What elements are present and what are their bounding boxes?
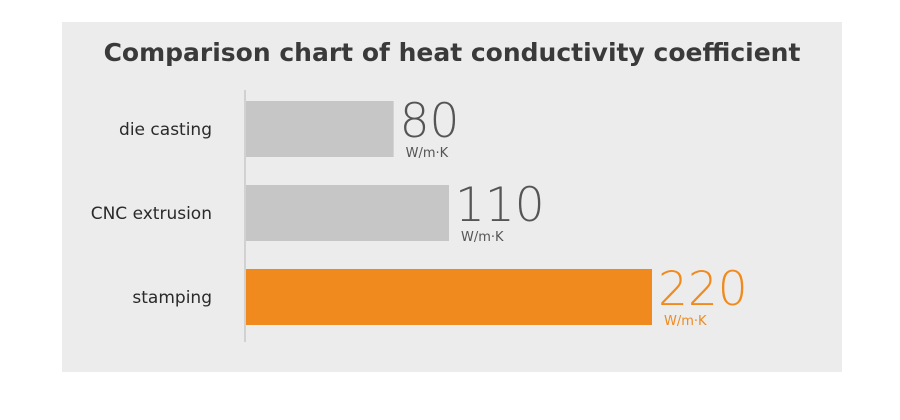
bar [246, 101, 394, 157]
unit-label: W/m·K [406, 146, 449, 161]
category-label: die casting [119, 120, 212, 140]
category-label: stamping [132, 288, 212, 308]
unit-label: W/m·K [664, 314, 707, 329]
chart-title: Comparison chart of heat conductivity co… [103, 38, 801, 67]
value-label: 220 [658, 262, 748, 317]
bar [246, 185, 449, 241]
value-label: 110 [455, 178, 545, 233]
category-label: CNC extrusion [91, 204, 212, 224]
value-label: 80 [400, 94, 460, 149]
unit-label: W/m·K [461, 230, 504, 245]
bar [246, 269, 652, 325]
